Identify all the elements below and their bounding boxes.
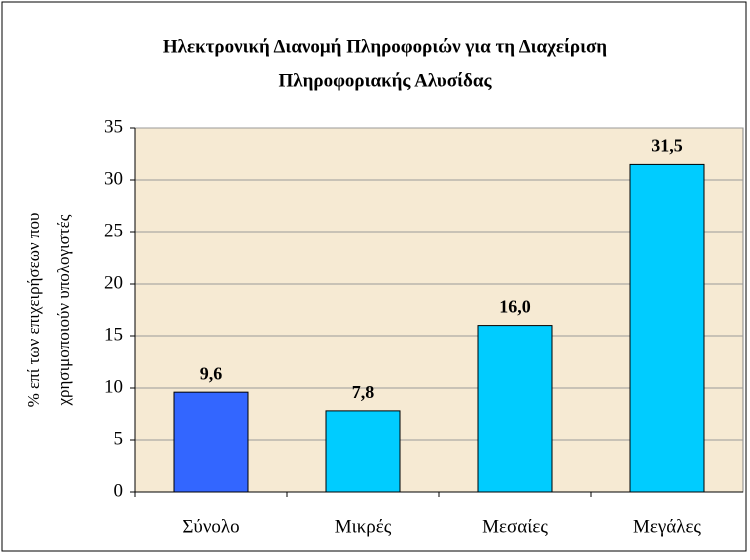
y-axis-label: χρησιμοποιούν υπολογιστές: [54, 214, 73, 406]
data-label: 31,5: [651, 136, 683, 156]
bar: [173, 391, 249, 493]
y-tick-label: 0: [114, 480, 124, 501]
bar: [477, 325, 553, 493]
y-tick-label: 35: [104, 116, 123, 137]
chart-title: Ηλεκτρονική Διανομή Πληροφοριών για τη Δ…: [163, 36, 607, 57]
chart-title: Πληροφοριακής Αλυσίδας: [279, 70, 493, 91]
data-label: 16,0: [499, 297, 531, 317]
x-tick-label: Μεγάλες: [633, 516, 701, 537]
data-label: 9,6: [200, 363, 223, 383]
y-tick-label: 30: [104, 168, 123, 189]
x-tick-label: Σύνολο: [182, 516, 239, 537]
y-tick-label: 15: [104, 324, 123, 345]
data-label: 7,8: [352, 382, 375, 402]
y-axis-label: % επί των επιχειρήσεων που: [24, 213, 43, 408]
y-tick-label: 10: [104, 376, 123, 397]
x-tick-label: Μεσαίες: [482, 516, 548, 537]
bar: [629, 163, 705, 493]
y-tick-label: 20: [104, 272, 123, 293]
y-tick-label: 5: [114, 428, 124, 449]
x-tick-label: Μικρές: [335, 516, 392, 537]
y-tick-label: 25: [104, 220, 123, 241]
bar: [325, 410, 401, 493]
